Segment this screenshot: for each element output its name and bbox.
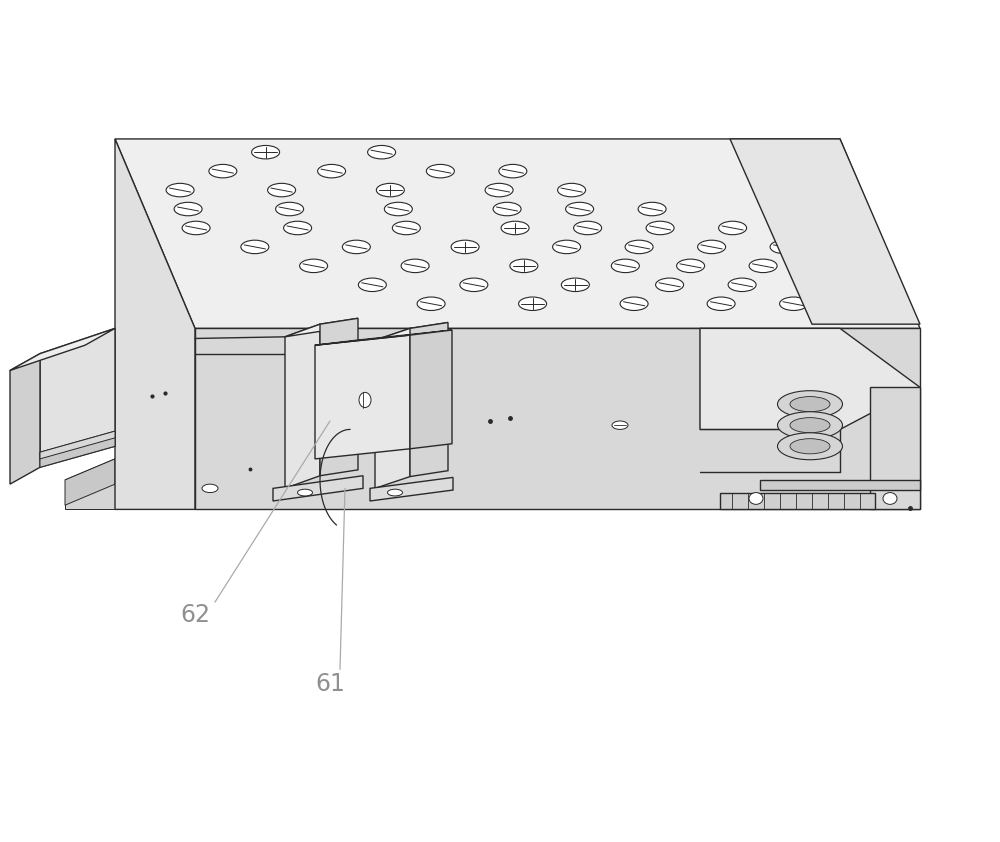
Polygon shape: [375, 328, 410, 488]
Polygon shape: [700, 328, 920, 429]
Ellipse shape: [252, 146, 280, 159]
Ellipse shape: [276, 202, 304, 216]
Ellipse shape: [778, 433, 842, 460]
Text: 62: 62: [180, 603, 210, 626]
Polygon shape: [410, 330, 452, 449]
Ellipse shape: [300, 259, 328, 273]
Ellipse shape: [749, 259, 777, 273]
Polygon shape: [195, 328, 920, 509]
Ellipse shape: [519, 297, 547, 311]
Ellipse shape: [611, 259, 639, 273]
Ellipse shape: [460, 278, 488, 291]
Ellipse shape: [801, 278, 829, 291]
Ellipse shape: [778, 391, 842, 418]
Ellipse shape: [342, 240, 370, 253]
Polygon shape: [320, 318, 358, 476]
Ellipse shape: [359, 392, 371, 408]
Ellipse shape: [646, 221, 674, 235]
Ellipse shape: [209, 164, 237, 178]
Ellipse shape: [485, 184, 513, 197]
Ellipse shape: [174, 202, 202, 216]
Ellipse shape: [677, 259, 705, 273]
Polygon shape: [65, 480, 920, 509]
Text: 61: 61: [315, 672, 345, 695]
Ellipse shape: [182, 221, 210, 235]
Ellipse shape: [401, 259, 429, 273]
Ellipse shape: [790, 439, 830, 454]
Ellipse shape: [166, 184, 194, 197]
Ellipse shape: [707, 297, 735, 311]
Ellipse shape: [698, 240, 726, 253]
Ellipse shape: [426, 164, 454, 178]
Ellipse shape: [384, 202, 412, 216]
Ellipse shape: [268, 184, 296, 197]
Ellipse shape: [392, 221, 420, 235]
Ellipse shape: [501, 221, 529, 235]
Ellipse shape: [638, 202, 666, 216]
Polygon shape: [285, 324, 320, 488]
Ellipse shape: [790, 397, 830, 412]
Ellipse shape: [656, 278, 684, 291]
Ellipse shape: [241, 240, 269, 253]
Ellipse shape: [778, 412, 842, 439]
Ellipse shape: [510, 259, 538, 273]
Polygon shape: [115, 139, 195, 509]
Ellipse shape: [284, 221, 312, 235]
Polygon shape: [285, 318, 358, 337]
Polygon shape: [760, 480, 920, 490]
Polygon shape: [40, 431, 115, 459]
Polygon shape: [273, 476, 363, 501]
Polygon shape: [870, 387, 920, 509]
Ellipse shape: [770, 240, 798, 253]
Ellipse shape: [561, 278, 589, 291]
Ellipse shape: [574, 221, 602, 235]
Ellipse shape: [493, 202, 521, 216]
Polygon shape: [315, 330, 452, 345]
Ellipse shape: [566, 202, 594, 216]
Ellipse shape: [719, 221, 747, 235]
Polygon shape: [40, 431, 115, 467]
Circle shape: [749, 493, 763, 504]
Ellipse shape: [451, 240, 479, 253]
Polygon shape: [410, 322, 448, 477]
Polygon shape: [65, 459, 920, 480]
Circle shape: [883, 493, 897, 504]
Ellipse shape: [318, 164, 346, 178]
Ellipse shape: [728, 278, 756, 291]
Polygon shape: [65, 459, 115, 505]
Polygon shape: [40, 328, 115, 467]
Polygon shape: [10, 354, 40, 484]
Ellipse shape: [376, 184, 404, 197]
Ellipse shape: [499, 164, 527, 178]
Polygon shape: [730, 139, 920, 324]
Polygon shape: [115, 139, 920, 328]
Polygon shape: [720, 493, 875, 509]
Polygon shape: [370, 477, 453, 501]
Ellipse shape: [814, 259, 842, 273]
Polygon shape: [10, 328, 115, 370]
Ellipse shape: [298, 489, 312, 496]
Ellipse shape: [368, 146, 396, 159]
Ellipse shape: [790, 418, 830, 433]
Ellipse shape: [202, 484, 218, 493]
Ellipse shape: [620, 297, 648, 311]
Ellipse shape: [612, 421, 628, 429]
Ellipse shape: [780, 297, 808, 311]
Ellipse shape: [558, 184, 586, 197]
Ellipse shape: [388, 489, 402, 496]
Polygon shape: [375, 322, 448, 340]
Ellipse shape: [553, 240, 581, 253]
Ellipse shape: [417, 297, 445, 311]
Ellipse shape: [358, 278, 386, 291]
Polygon shape: [315, 335, 410, 459]
Ellipse shape: [625, 240, 653, 253]
